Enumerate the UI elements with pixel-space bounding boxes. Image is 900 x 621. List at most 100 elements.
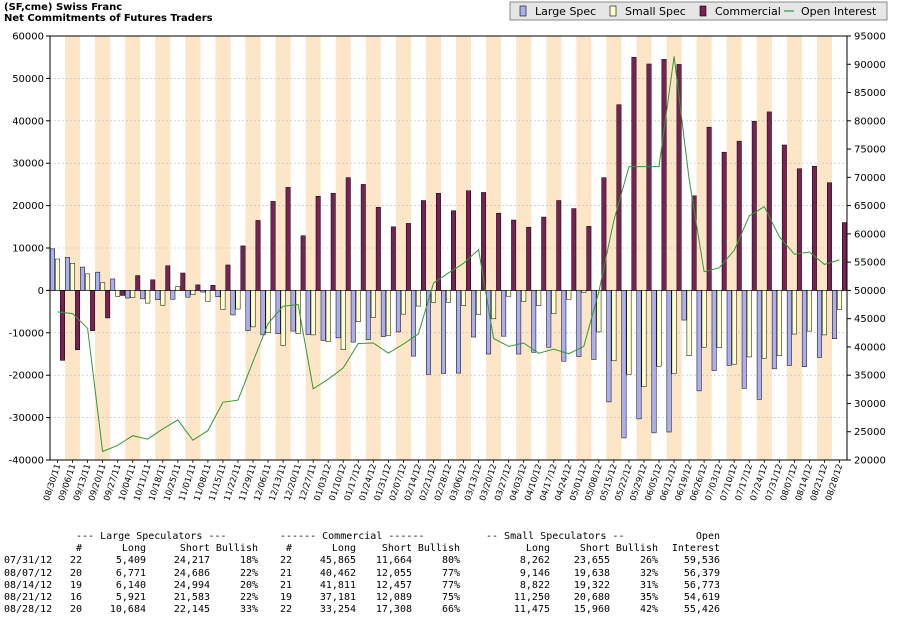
table-cell: 59,536 — [683, 555, 720, 567]
table-cell: 19,638 — [573, 567, 610, 579]
y-left-tick-label: 50000 — [12, 74, 44, 85]
small-spec-bar — [310, 290, 316, 336]
small-spec-bar — [115, 290, 121, 297]
table-cell: 22% — [239, 567, 258, 579]
column-header: Short — [579, 543, 610, 555]
week-band — [365, 36, 381, 460]
y-left-tick-label: -40000 — [9, 456, 44, 467]
large-spec-bar — [290, 290, 296, 332]
table-cell: 22% — [239, 592, 258, 604]
commercial-bar — [135, 275, 141, 291]
commercial-bar — [826, 182, 832, 291]
large-spec-bar — [365, 290, 371, 340]
week-band — [65, 36, 81, 460]
small-spec-bar — [55, 258, 60, 291]
table-cell: 22 — [69, 555, 82, 567]
large-spec-bar — [591, 290, 597, 360]
left-axis: -40000 -30000 -20000 -10000 0 10000 20000 30000… — [9, 32, 50, 467]
y-left-tick-label: -30000 — [9, 413, 44, 424]
y-right-tick-label: 45000 — [854, 314, 886, 325]
table-cell: 77% — [441, 579, 460, 591]
commitments-table: --- Large Speculators --- ------ Commerc… — [4, 531, 720, 616]
small-spec-bar — [656, 290, 662, 367]
large-spec-bar — [471, 290, 477, 338]
large-spec-bar — [305, 290, 311, 335]
large-spec-bar — [350, 290, 356, 343]
week-band — [546, 36, 562, 460]
small-spec-bar — [506, 290, 512, 297]
column-header: Bullish — [215, 543, 258, 555]
large-spec-bar — [110, 278, 116, 291]
y-right-tick-label: 35000 — [854, 371, 886, 382]
commercial-bar — [541, 216, 547, 291]
week-band — [125, 36, 141, 460]
small-spec-bar — [370, 290, 376, 318]
commercial-bar — [616, 104, 622, 291]
legend-box — [509, 1, 888, 21]
table-cell: 22,145 — [173, 604, 210, 616]
table-cell: 9,146 — [519, 567, 550, 579]
small-spec-bar — [461, 290, 466, 306]
row-date: 08/21/12 — [4, 592, 53, 604]
commercial-bar — [706, 126, 712, 291]
column-header: Short — [179, 543, 210, 555]
commercial-bar — [481, 192, 487, 291]
small-spec-bar — [431, 290, 436, 303]
column-header: Short — [381, 543, 412, 555]
x-axis: 08/30/1109/06/1109/13/1109/20/1109/27/11… — [42, 460, 845, 502]
chart-title: (SF,cme) Swiss Franc — [4, 2, 122, 13]
small-spec-bar — [280, 290, 286, 346]
small-spec-bar — [70, 263, 76, 291]
commercial-bar — [496, 212, 502, 291]
y-right-tick-label: 70000 — [854, 173, 886, 184]
large-spec-bar — [696, 290, 702, 392]
commercial-bar — [240, 245, 246, 291]
large-spec-bar — [170, 290, 176, 300]
table-cell: 19 — [69, 579, 82, 591]
large-spec-header: --- Large Speculators --- — [76, 531, 227, 542]
large-spec-bar — [80, 266, 86, 291]
commercial-bar — [90, 290, 96, 331]
large-spec-bar — [245, 290, 251, 331]
small-spec-bar — [837, 290, 842, 310]
table-cell: 41,811 — [319, 579, 356, 591]
legend: Large Spec Small Spec Commercial Open Inter… — [509, 1, 888, 21]
large-spec-bar — [441, 290, 446, 374]
small-spec-bar — [100, 282, 106, 291]
small-spec-bar — [205, 290, 211, 302]
table-cell: 35% — [639, 592, 658, 604]
small-spec-bar — [160, 290, 166, 306]
commercial-bar — [285, 187, 291, 291]
legend-small-spec: Small Spec — [609, 5, 686, 18]
table-cell: 80% — [441, 555, 460, 567]
table-cell: 33,254 — [319, 604, 356, 616]
background-bands — [65, 36, 832, 460]
column-header: # — [75, 543, 82, 555]
large-spec-bar — [125, 290, 131, 299]
table-cell: 6,140 — [115, 579, 146, 591]
commercial-bar — [811, 165, 817, 291]
row-date: 07/31/12 — [4, 555, 53, 567]
table-cell: 20,680 — [573, 592, 610, 604]
table-cell: 33% — [239, 604, 258, 616]
commercial-bar — [842, 222, 847, 291]
commercial-bar — [661, 59, 667, 291]
y-right-tick-label: 50000 — [854, 286, 886, 297]
large-spec-bar — [786, 290, 792, 366]
y-left-tick-label: 60000 — [12, 32, 44, 43]
table-cell: 66% — [441, 604, 460, 616]
small-spec-bar — [581, 290, 587, 293]
table-cell: 11,250 — [513, 592, 550, 604]
large-spec-bar — [711, 290, 717, 371]
small-spec-bar — [686, 290, 692, 356]
large-spec-bar — [666, 290, 672, 433]
commercial-bar — [556, 200, 562, 291]
commercial-bar — [511, 219, 517, 291]
table-cell: 12,055 — [375, 567, 412, 579]
svg-text:Small Spec: Small Spec — [625, 5, 686, 18]
large-spec-bar — [380, 290, 386, 337]
small-spec-bar — [776, 290, 782, 356]
column-header: Bullish — [615, 543, 658, 555]
commercial-header: ------ Commercial ------ — [280, 531, 425, 542]
table-cell: 24,686 — [173, 567, 210, 579]
